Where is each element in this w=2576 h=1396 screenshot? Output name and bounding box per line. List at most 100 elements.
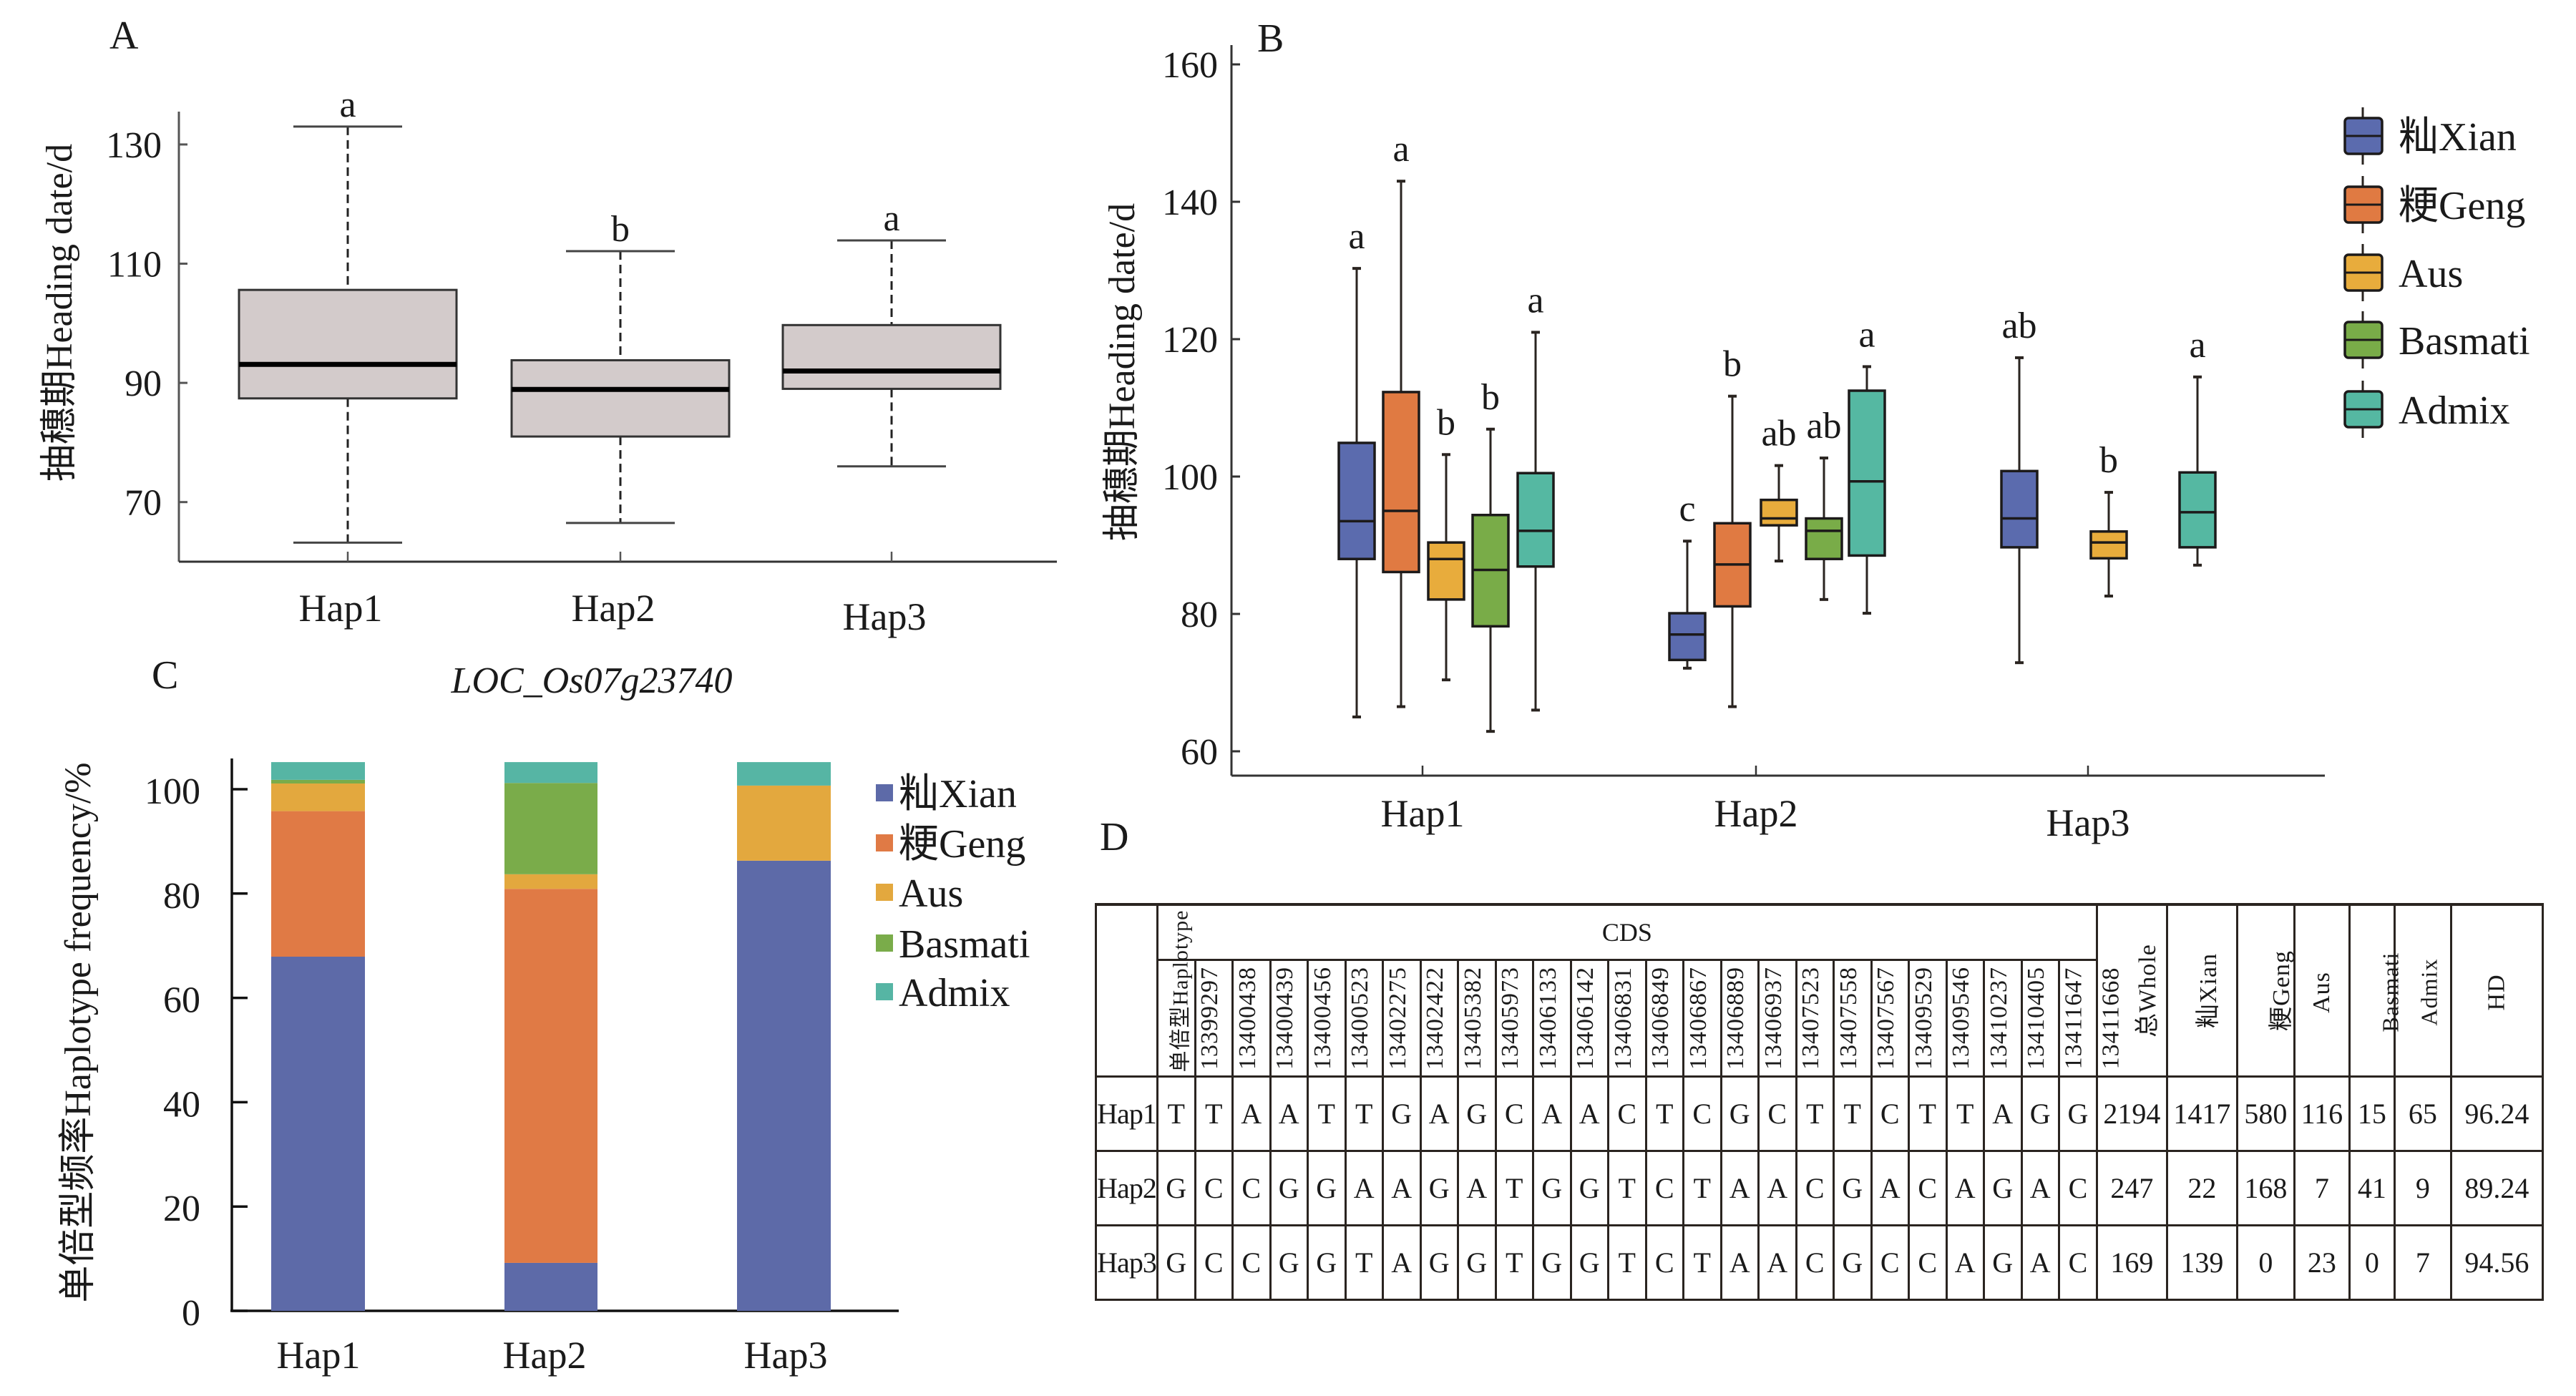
- allele-cell: G: [1983, 1150, 2023, 1226]
- allele-cell: C: [1231, 1224, 1272, 1301]
- allele-cell: T: [1344, 1224, 1384, 1301]
- count-cell: 41: [2348, 1150, 2396, 1226]
- snp-position-header: 13400456: [1269, 959, 1336, 1078]
- count-column-header: HD: [2449, 903, 2544, 1078]
- snp-position-header: 13411647: [2020, 959, 2087, 1078]
- iqr-box: [1337, 441, 1376, 560]
- count-cell: 0: [2348, 1224, 2396, 1301]
- snp-position-header: 13406937: [1719, 959, 1787, 1078]
- panel-b-box-hap2-geng: b: [1713, 344, 1752, 708]
- iqr-box: [2178, 471, 2217, 549]
- snp-position-text: 13411668: [2097, 967, 2124, 1070]
- count-column-header: 粳Geng: [2235, 903, 2296, 1078]
- panel-a-boxplot: 抽穗期Heading date/d 70 90 110 130 Hap1 Hap2 Hap3…: [39, 84, 1057, 638]
- panel-a-box-hap2: b: [510, 209, 731, 524]
- panel-c-y-tick-label: 40: [163, 1084, 200, 1125]
- allele-cell: T: [1682, 1224, 1722, 1301]
- count-column-header: 籼Xian: [2165, 903, 2238, 1078]
- panel-a-box-hap3: a: [781, 198, 1002, 468]
- panel-b-box-hap1-basmati: b: [1471, 377, 1510, 733]
- panel-b-y-tick-label: 100: [1162, 457, 1218, 498]
- haplotype-column-header: 单倍型Haplotype: [1095, 903, 1192, 1078]
- snp-position-header: 13402422: [1382, 959, 1448, 1078]
- allele-cell: T: [1945, 1075, 1985, 1152]
- bar-segment-hap1-basmati: [271, 779, 365, 784]
- allele-cell: T: [1607, 1224, 1647, 1301]
- legend-swatch-icon: [876, 934, 893, 952]
- legend-swatch-icon: [876, 834, 893, 851]
- allele-cell: A: [2020, 1224, 2060, 1301]
- iqr-box: [2089, 530, 2128, 560]
- panel-letter-a: A: [109, 14, 139, 58]
- panel-c-x-label: Hap3: [744, 1334, 828, 1377]
- count-cell: 94.56: [2449, 1224, 2544, 1301]
- legend-label: Aus: [899, 872, 963, 916]
- panel-b-y-tick-label: 80: [1181, 595, 1218, 635]
- count-cell: 2194: [2095, 1075, 2168, 1152]
- bar-segment-hap2-geng: [504, 889, 597, 1263]
- count-cell: 89.24: [2449, 1150, 2544, 1226]
- bar-segment-hap2-basmati: [504, 783, 597, 874]
- legend-label: Admix: [2399, 389, 2510, 433]
- count-column-header-text: Aus: [2308, 971, 2335, 1013]
- count-column-header: Aus: [2293, 903, 2351, 1078]
- haplotype-name-cell: Hap1: [1095, 1075, 1158, 1152]
- allele-cell: G: [1833, 1150, 1873, 1226]
- count-cell: 139: [2165, 1224, 2238, 1301]
- bar-segment-hap2-xian: [504, 1262, 597, 1311]
- allele-cell: T: [1307, 1075, 1347, 1152]
- legend-item-xian: 籼Xian: [2343, 107, 2517, 165]
- panel-b-y-tick-label: 160: [1162, 45, 1218, 86]
- count-cell: 1417: [2165, 1075, 2238, 1152]
- significance-letter: a: [1392, 129, 1409, 170]
- table-row: Hap3 G C C G G T A G G T G G T C T A A C G C C A G A C 169 139 0 23 0 7…: [1095, 1224, 2544, 1301]
- panel-a-box-hap1: a: [238, 84, 458, 544]
- significance-letter: a: [339, 84, 356, 125]
- allele-cell: C: [1644, 1150, 1684, 1226]
- panel-a-y-tick-label: 90: [125, 363, 162, 404]
- allele-cell: A: [1532, 1075, 1572, 1152]
- legend-label: 粳Geng: [899, 822, 1025, 867]
- count-column-header: Basmati: [2348, 903, 2403, 1078]
- panel-c-y-tick-label: 80: [163, 876, 200, 917]
- significance-letter: b: [1437, 402, 1455, 443]
- allele-cell: A: [1719, 1150, 1760, 1226]
- allele-cell: A: [1382, 1150, 1422, 1226]
- significance-letter: c: [1679, 489, 1695, 529]
- iqr-box: [1382, 391, 1420, 574]
- cds-group-header: CDS: [1156, 903, 2098, 961]
- allele-cell: A: [1231, 1075, 1272, 1152]
- panel-b-y-tick-label: 120: [1162, 320, 1218, 361]
- panel-b-legend: 籼Xian 粳Geng Aus Basmati Admix: [2343, 107, 2530, 438]
- allele-cell: G: [1419, 1150, 1459, 1226]
- bar-segment-hap1-admix: [271, 762, 365, 780]
- snp-position-header: 13407523: [1757, 959, 1824, 1078]
- panel-a-x-label: Hap1: [299, 587, 383, 630]
- count-cell: 0: [2235, 1224, 2296, 1301]
- snp-position-header: 13409529: [1870, 959, 1937, 1078]
- legend-swatch-icon: [876, 784, 893, 801]
- allele-cell: C: [1231, 1150, 1272, 1226]
- snp-position-header: 13407558: [1795, 959, 1862, 1078]
- panel-b-x-label: Hap3: [2046, 801, 2130, 844]
- panel-b-box-hap1-xian: a: [1337, 216, 1376, 718]
- legend-item-admix: Admix: [2343, 381, 2510, 438]
- allele-cell: T: [1156, 1075, 1196, 1152]
- allele-cell: G: [1569, 1224, 1609, 1301]
- panel-a-x-label: Hap3: [843, 595, 927, 638]
- allele-cell: G: [1569, 1150, 1609, 1226]
- panel-a-y-tick-label: 70: [125, 483, 162, 524]
- legend-label: Admix: [899, 971, 1010, 1015]
- allele-cell: T: [1344, 1075, 1384, 1152]
- allele-cell: C: [1795, 1224, 1835, 1301]
- count-column-header-text: 总Whole: [2134, 944, 2161, 1038]
- legend-swatch-icon: [876, 983, 893, 1000]
- snp-position-header: 13406142: [1532, 959, 1599, 1078]
- allele-cell: G: [1457, 1075, 1497, 1152]
- allele-cell: A: [1344, 1150, 1384, 1226]
- table-row: Hap2 G C C G G A A G A T G G T C T A A C G A C A G A C 247 22 168 7 41…: [1095, 1150, 2544, 1226]
- bar-segment-hap1-aus: [271, 783, 365, 811]
- snp-position-header: 13405973: [1457, 959, 1523, 1078]
